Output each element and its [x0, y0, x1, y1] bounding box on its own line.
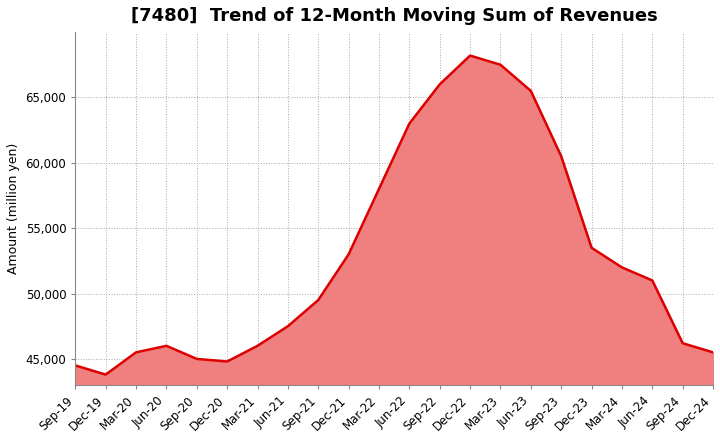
- Title: [7480]  Trend of 12-Month Moving Sum of Revenues: [7480] Trend of 12-Month Moving Sum of R…: [131, 7, 657, 25]
- Y-axis label: Amount (million yen): Amount (million yen): [7, 143, 20, 274]
